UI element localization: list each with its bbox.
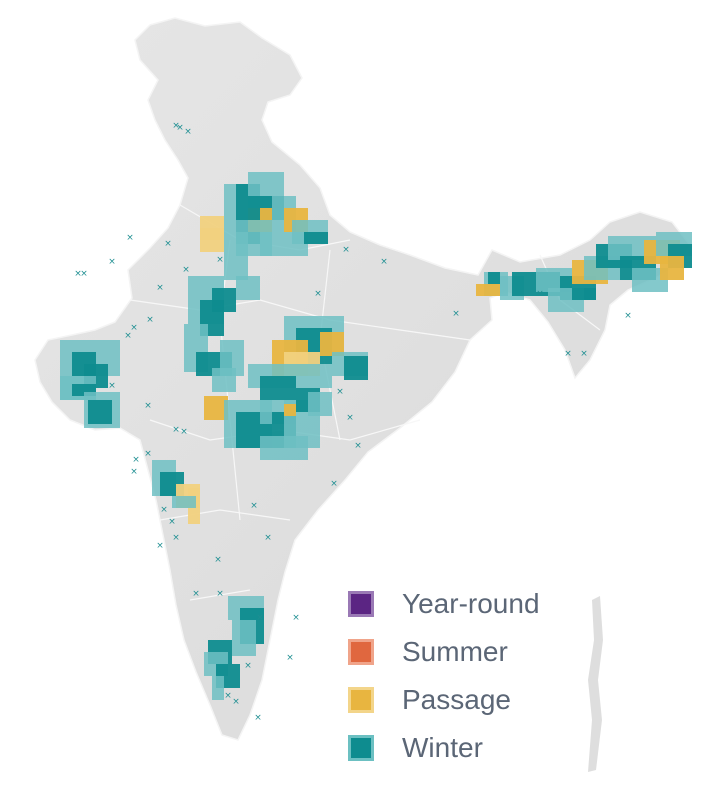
legend: Year-round Summer Passage Winter [348,580,588,772]
range-cell [260,232,308,256]
record-marker: × [380,257,388,267]
range-cell [572,288,596,300]
range-cell [248,196,260,220]
record-marker: × [216,589,224,599]
legend-item-summer: Summer [348,628,588,676]
record-marker: × [244,661,252,671]
record-marker: × [126,233,134,243]
record-marker: × [168,517,176,527]
range-cell [236,276,260,300]
record-marker: × [564,349,572,359]
record-marker: × [256,613,264,623]
range-cell [220,340,244,376]
record-marker: × [264,533,272,543]
range-cell [304,232,328,244]
record-marker: × [80,269,88,279]
range-cell [488,272,500,284]
record-marker: × [172,425,180,435]
legend-swatch-year-round [348,591,374,617]
legend-label-winter: Winter [402,732,483,763]
range-cell [88,400,112,424]
range-cell [260,436,308,460]
record-marker: × [232,697,240,707]
range-cell [344,356,368,380]
record-marker: × [132,455,140,465]
legend-item-winter: Winter [348,724,588,772]
record-marker: × [182,265,190,275]
legend-swatch-winter [348,735,374,761]
record-marker: × [346,413,354,423]
range-cell [224,232,248,280]
range-cell [308,392,332,416]
record-marker: × [156,283,164,293]
record-marker: × [254,713,262,723]
record-marker: × [108,257,116,267]
record-marker: × [130,323,138,333]
range-cell [260,376,296,400]
legend-item-passage: Passage [348,676,588,724]
record-marker: × [354,441,362,451]
record-marker: × [250,501,258,511]
record-marker: × [314,289,322,299]
record-marker: × [160,505,168,515]
range-cell [212,676,224,700]
record-marker: × [580,349,588,359]
legend-label-passage: Passage [402,684,511,715]
range-cell [284,404,296,416]
record-marker: × [336,387,344,397]
record-marker: × [172,533,180,543]
record-marker: × [216,255,224,265]
record-marker: × [192,589,200,599]
record-marker: × [536,289,544,299]
distribution-cells [60,172,692,700]
record-marker: × [146,315,154,325]
range-cell [476,284,500,296]
island-group [588,596,603,772]
range-cell [172,496,196,508]
record-marker: × [164,239,172,249]
legend-label-summer: Summer [402,636,508,667]
range-cell [212,288,236,312]
record-marker: × [286,653,294,663]
record-marker: × [74,269,82,279]
record-marker: × [214,555,222,565]
range-cell [296,364,332,388]
legend-item-year-round: Year-round [348,580,588,628]
record-marker: × [108,381,116,391]
legend-swatch-summer [348,639,374,665]
record-marker: × [184,127,192,137]
record-marker: × [172,121,180,131]
legend-swatch-passage [348,687,374,713]
record-marker: × [330,479,338,489]
record-marker: × [224,691,232,701]
legend-label-year-round: Year-round [402,588,540,619]
record-marker: × [124,331,132,341]
record-marker: × [156,541,164,551]
record-marker: × [342,245,350,255]
record-marker: × [180,427,188,437]
record-marker: × [144,449,152,459]
range-cell [660,256,684,280]
record-marker: × [452,309,460,319]
record-marker: × [624,311,632,321]
record-marker: × [130,467,138,477]
record-marker: × [176,123,184,133]
record-markers: × × × × × × × × × × × × × × × × × × × × × × × × × × × × × × × × × × × × × × × ×… [74,121,632,723]
range-cell [232,620,256,656]
record-marker: × [144,401,152,411]
range-cell [200,228,224,252]
record-marker: × [292,613,300,623]
